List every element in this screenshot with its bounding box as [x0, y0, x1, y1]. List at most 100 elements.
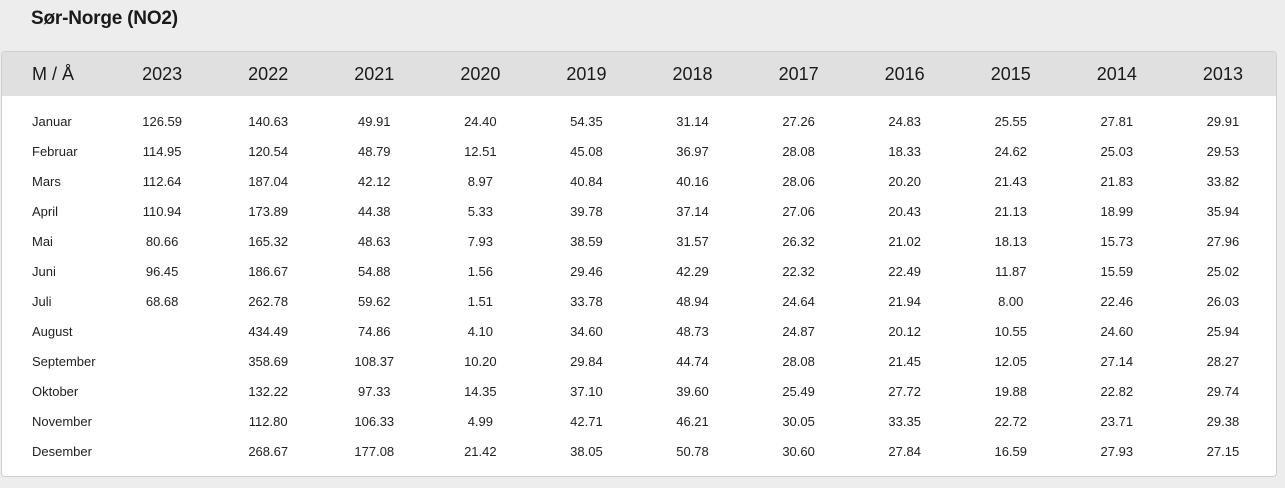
price-cell: 10.20	[464, 353, 497, 369]
price-cell: 27.81	[1100, 113, 1134, 129]
year-header: 2013	[1202, 63, 1243, 84]
year-header: 2023	[142, 63, 183, 84]
price-cell: 20.43	[888, 203, 921, 219]
table-row: Juli 68.68 262.78 59.62 1.51 33.78 48.94 24.64 2…	[2, 286, 1276, 316]
price-cell: 31.14	[676, 113, 709, 129]
price-cell: 110.94	[142, 203, 182, 219]
price-cell: 25.49	[782, 383, 815, 399]
price-cell: 106.33	[354, 413, 395, 429]
price-cell: 68.68	[145, 293, 179, 309]
price-cell: 18.99	[1100, 203, 1134, 219]
price-cell: 48.63	[358, 233, 391, 249]
price-cell: 112.80	[248, 413, 288, 429]
price-cell: 12.51	[464, 143, 497, 159]
price-cell: 28.08	[782, 143, 815, 159]
header-row: M / Å 2023 2022 2021 2020 2019 2018 2017 2016 20…	[2, 52, 1276, 96]
price-cell: 358.69	[248, 353, 289, 369]
price-cell: 24.83	[888, 113, 921, 129]
price-cell: 29.46	[570, 263, 603, 279]
price-cell: 39.60	[676, 383, 709, 399]
price-cell: 112.64	[142, 173, 182, 189]
table-row: April 110.94 173.89 44.38 5.33 39.78 37.14 27.0…	[2, 196, 1276, 226]
price-cell: 22.32	[782, 263, 815, 279]
price-cell: 177.08	[354, 443, 395, 459]
price-cell: 31.57	[676, 233, 709, 249]
page-title: Sør-Norge (NO2)	[31, 8, 178, 29]
price-cell: 21.83	[1100, 173, 1134, 189]
price-cell: 14.35	[464, 383, 497, 399]
price-cell: 24.64	[782, 293, 815, 309]
price-cell: 35.94	[1206, 203, 1240, 219]
price-cell	[109, 316, 215, 346]
price-cell: 42.71	[570, 413, 603, 429]
price-cell: 165.32	[248, 233, 289, 249]
table-row: November 112.80 106.33 4.99 42.71 46.21 30.05 3…	[2, 406, 1276, 436]
table-header: M / Å 2023 2022 2021 2020 2019 2018 2017 2016 20…	[2, 52, 1276, 96]
year-header: 2016	[884, 63, 925, 84]
price-cell: 21.13	[994, 203, 1028, 219]
price-cell: 39.78	[570, 203, 603, 219]
price-table-card: M / Å 2023 2022 2021 2020 2019 2018 2017 2016 20…	[1, 51, 1277, 477]
price-cell: 21.02	[888, 233, 921, 249]
price-cell: 37.10	[570, 383, 603, 399]
price-cell: 29.53	[1206, 143, 1240, 159]
price-cell: 36.97	[676, 143, 709, 159]
price-cell: 74.86	[358, 323, 391, 339]
price-cell: 8.97	[467, 173, 493, 189]
price-cell: 18.13	[994, 233, 1028, 249]
month-label: Desember	[32, 443, 92, 459]
price-cell: 22.46	[1100, 293, 1134, 309]
price-cell: 20.20	[888, 173, 921, 189]
price-cell: 28.06	[782, 173, 815, 189]
table-row: September 358.69 108.37 10.20 29.84 44.74 28.0…	[2, 346, 1276, 376]
price-cell: 114.95	[142, 143, 182, 159]
month-label: August	[32, 323, 73, 339]
price-cell: 24.60	[1100, 323, 1134, 339]
price-cell: 33.35	[888, 413, 921, 429]
price-cell: 24.62	[994, 143, 1028, 159]
month-label: Juli	[32, 293, 52, 309]
price-cell: 20.12	[888, 323, 921, 339]
price-cell: 5.33	[467, 203, 493, 219]
price-cell: 42.12	[358, 173, 391, 189]
price-cell: 80.66	[145, 233, 179, 249]
price-cell: 23.71	[1100, 413, 1134, 429]
year-header: 2018	[672, 63, 713, 84]
price-cell: 24.40	[464, 113, 497, 129]
price-cell: 21.42	[464, 443, 497, 459]
month-label: Januar	[32, 113, 72, 129]
price-cell: 28.27	[1206, 353, 1240, 369]
table-row: Mars 112.64 187.04 42.12 8.97 40.84 40.16 28.06…	[2, 166, 1276, 196]
price-cell: 33.82	[1206, 173, 1240, 189]
price-cell: 8.00	[998, 293, 1024, 309]
month-label: Oktober	[32, 383, 79, 399]
price-cell: 27.15	[1206, 443, 1240, 459]
month-label: November	[32, 413, 92, 429]
table-row: Februar 114.95 120.54 48.79 12.51 45.08 36.97 2…	[2, 136, 1276, 166]
price-cell: 25.02	[1206, 263, 1240, 279]
price-cell: 140.63	[248, 113, 289, 129]
price-cell: 1.51	[467, 293, 493, 309]
year-header: 2015	[990, 63, 1031, 84]
price-cell: 15.73	[1100, 233, 1134, 249]
price-cell: 26.03	[1206, 293, 1240, 309]
price-cell: 27.06	[782, 203, 815, 219]
price-cell	[109, 376, 215, 406]
price-cell: 1.56	[467, 263, 493, 279]
price-cell: 29.84	[570, 353, 603, 369]
year-header: 2014	[1096, 63, 1137, 84]
price-cell: 22.82	[1100, 383, 1134, 399]
price-cell: 21.45	[888, 353, 921, 369]
price-cell: 15.59	[1100, 263, 1134, 279]
price-cell: 50.78	[676, 443, 709, 459]
price-cell: 28.08	[782, 353, 815, 369]
price-cell: 29.91	[1206, 113, 1240, 129]
price-cell: 21.43	[994, 173, 1028, 189]
price-cell: 29.38	[1206, 413, 1240, 429]
month-label: Mai	[32, 233, 53, 249]
table-row: Desember 268.67 177.08 21.42 38.05 50.78 30.60…	[2, 436, 1276, 466]
year-header: 2019	[566, 63, 607, 84]
price-cell: 29.74	[1206, 383, 1240, 399]
price-cell: 22.49	[888, 263, 921, 279]
table-body: Januar 126.59 140.63 49.91 24.40 54.35 31.14 27…	[2, 96, 1276, 466]
